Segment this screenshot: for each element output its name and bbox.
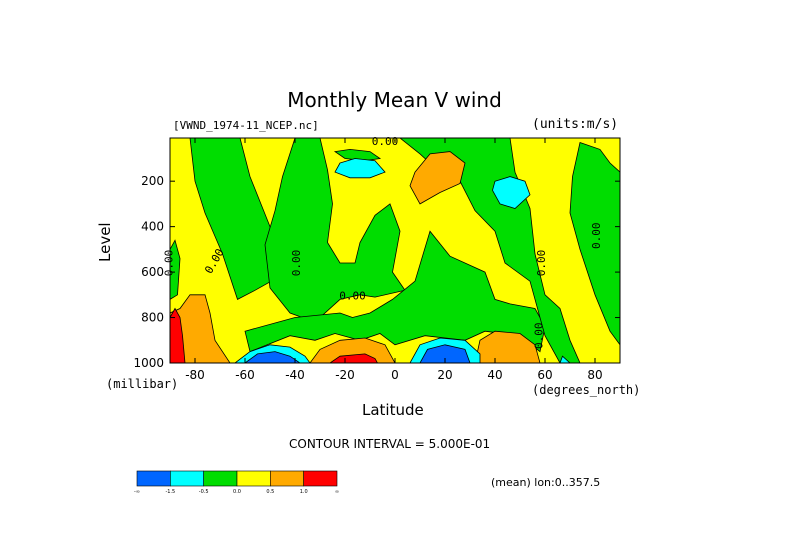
contour-region-orange-13 <box>474 330 541 363</box>
colorbar-label: 0.5 <box>266 489 274 495</box>
y-tick-label: 800 <box>141 311 164 325</box>
x-tick-label: 0 <box>391 368 399 382</box>
x-tick-label: 60 <box>537 368 552 382</box>
colorbar-label: 1.0 <box>300 489 308 495</box>
colorbar-swatch <box>270 470 304 487</box>
contour-region-cyan-8 <box>334 158 386 179</box>
dataset-label: [VWND_1974-11_NCEP.nc] <box>173 119 319 132</box>
y-tick-label: 200 <box>141 174 164 188</box>
x-axis-units: (degrees_north) <box>532 383 641 397</box>
contour-region-green-3 <box>264 138 406 323</box>
mean-longitude-label: (mean) lon:0..357.5 <box>491 476 601 489</box>
y-tick-label: 600 <box>141 265 164 279</box>
contour-region-cyan-9 <box>492 176 531 209</box>
contour-region-blue-20 <box>419 344 471 363</box>
colorbar-label: 0.0 <box>233 489 241 495</box>
colorbar-swatch <box>203 470 238 487</box>
colorbar-swatch <box>170 470 204 487</box>
x-tick-label: 80 <box>587 368 602 382</box>
contour-region-green-2 <box>170 239 181 300</box>
contour-label-3: 0.00 <box>290 250 303 277</box>
contour-region-red-14 <box>170 307 186 363</box>
x-tick-label: -20 <box>335 368 355 382</box>
contour-region-green-6 <box>569 141 620 346</box>
contour-label-7: 0.00 <box>590 222 603 249</box>
colorbar-swatch <box>303 470 338 487</box>
contour-label-4: 0.00 <box>339 289 366 302</box>
x-axis-label: Latitude <box>362 401 424 419</box>
contour-region-orange-12 <box>309 337 396 363</box>
x-tick-label: -40 <box>285 368 305 382</box>
contour-label-6: 0.00 <box>533 322 546 349</box>
y-axis-units: (millibar) <box>106 377 179 391</box>
x-tick-label: 40 <box>487 368 502 382</box>
x-tick-label: -80 <box>185 368 205 382</box>
chart-title: Monthly Mean V wind <box>287 88 502 112</box>
contour-region-green-1 <box>189 138 288 300</box>
x-tick-label: 20 <box>437 368 452 382</box>
contour-label-5: 0.00 <box>535 250 548 277</box>
contour-region-green-7 <box>333 148 382 162</box>
colorbar-label: -0.5 <box>199 489 209 495</box>
colorbar-label: -∞ <box>134 489 140 495</box>
contour-region-red-15 <box>329 353 378 363</box>
contour-region-orange-10 <box>409 151 466 205</box>
contour-region-blue-19 <box>244 351 301 363</box>
x-tick-label: -60 <box>235 368 255 382</box>
contour-interval-label: CONTOUR INTERVAL = 5.000E-01 <box>289 437 491 451</box>
colorbar-swatch <box>136 470 171 487</box>
contour-region-cyan-18 <box>559 355 571 363</box>
y-tick-label: 1000 <box>133 356 164 370</box>
colorbar-label: -1.5 <box>165 489 175 495</box>
contour-label-1: 0.00 <box>163 250 176 277</box>
y-tick-label: 400 <box>141 220 164 234</box>
contour-label-0: 0.00 <box>372 135 399 148</box>
units-label: (units:m/s) <box>532 117 619 132</box>
colorbar-swatch <box>236 470 271 487</box>
colorbar-label: ∞ <box>335 489 339 495</box>
